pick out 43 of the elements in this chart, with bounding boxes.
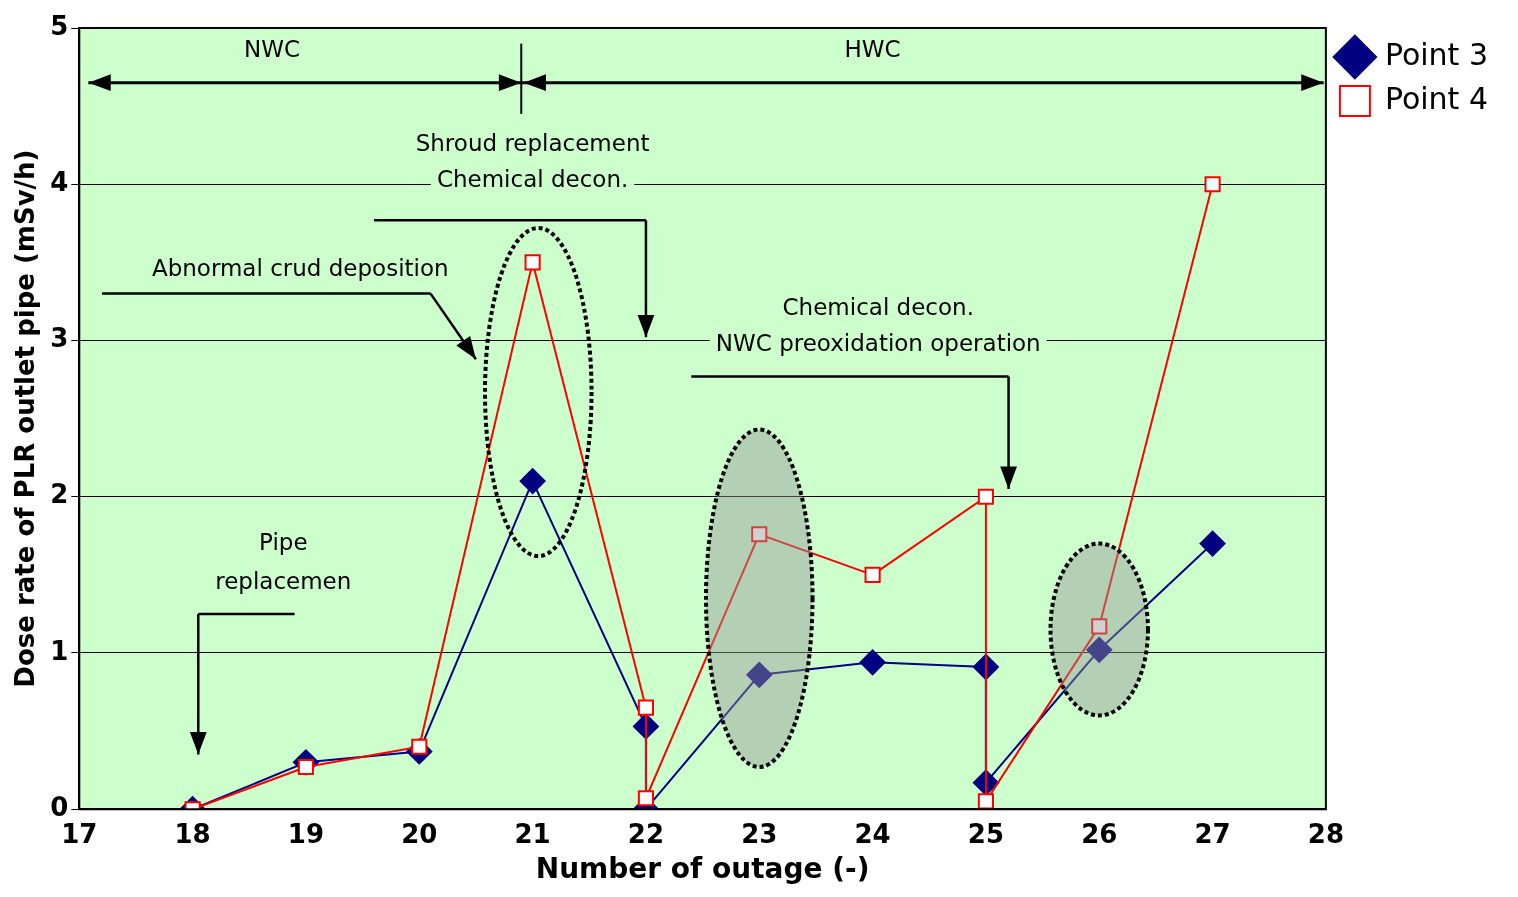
point bbox=[859, 649, 886, 676]
legend-label: Point 3 bbox=[1384, 36, 1489, 72]
point bbox=[637, 699, 654, 716]
annotation: Pipe bbox=[259, 528, 308, 555]
point bbox=[637, 790, 654, 807]
annotation: NWC bbox=[243, 36, 300, 63]
x-tick-label: 28 bbox=[1307, 818, 1344, 849]
x-tick-label: 27 bbox=[1194, 818, 1231, 849]
x-tick-label: 25 bbox=[967, 818, 1004, 849]
x-tick-label: 26 bbox=[1081, 818, 1118, 849]
x-tick-label: 23 bbox=[741, 818, 778, 849]
x-tick-label: 20 bbox=[401, 818, 438, 849]
annotation: HWC bbox=[844, 36, 901, 63]
point bbox=[524, 254, 541, 271]
point bbox=[746, 661, 773, 688]
x-tick-label: 21 bbox=[514, 818, 551, 849]
annotation: NWC preoxidation operation bbox=[715, 330, 1041, 357]
annotation: Abnormal crud deposition bbox=[151, 255, 449, 282]
x-tick-label: 24 bbox=[854, 818, 891, 849]
annotation: Shroud replacement bbox=[415, 130, 650, 157]
y-axis-title: Dose rate of PLR outlet pipe (mSv/h) bbox=[10, 149, 41, 688]
point bbox=[1091, 618, 1108, 635]
point bbox=[977, 488, 994, 505]
point bbox=[1199, 530, 1226, 557]
point bbox=[751, 526, 768, 543]
legend-label: Point 4 bbox=[1384, 80, 1489, 116]
y-tick-label: 2 bbox=[50, 479, 69, 510]
annotation: replacemen bbox=[215, 567, 352, 594]
y-tick-label: 1 bbox=[50, 635, 69, 666]
y-tick-label: 4 bbox=[50, 166, 69, 197]
annotation: Chemical decon. bbox=[782, 294, 974, 321]
annotation: Chemical decon. bbox=[436, 166, 629, 193]
point bbox=[977, 793, 994, 810]
point bbox=[864, 566, 881, 583]
point bbox=[1086, 636, 1113, 663]
x-axis-title: Number of outage (-) bbox=[535, 852, 870, 886]
point bbox=[519, 468, 546, 495]
x-tick-label: 18 bbox=[174, 818, 211, 849]
y-tick-label: 3 bbox=[50, 323, 69, 354]
point bbox=[1204, 176, 1221, 193]
x-tick-label: 19 bbox=[287, 818, 325, 849]
y-tick-label: 5 bbox=[50, 10, 69, 41]
x-tick-label: 22 bbox=[627, 818, 665, 849]
